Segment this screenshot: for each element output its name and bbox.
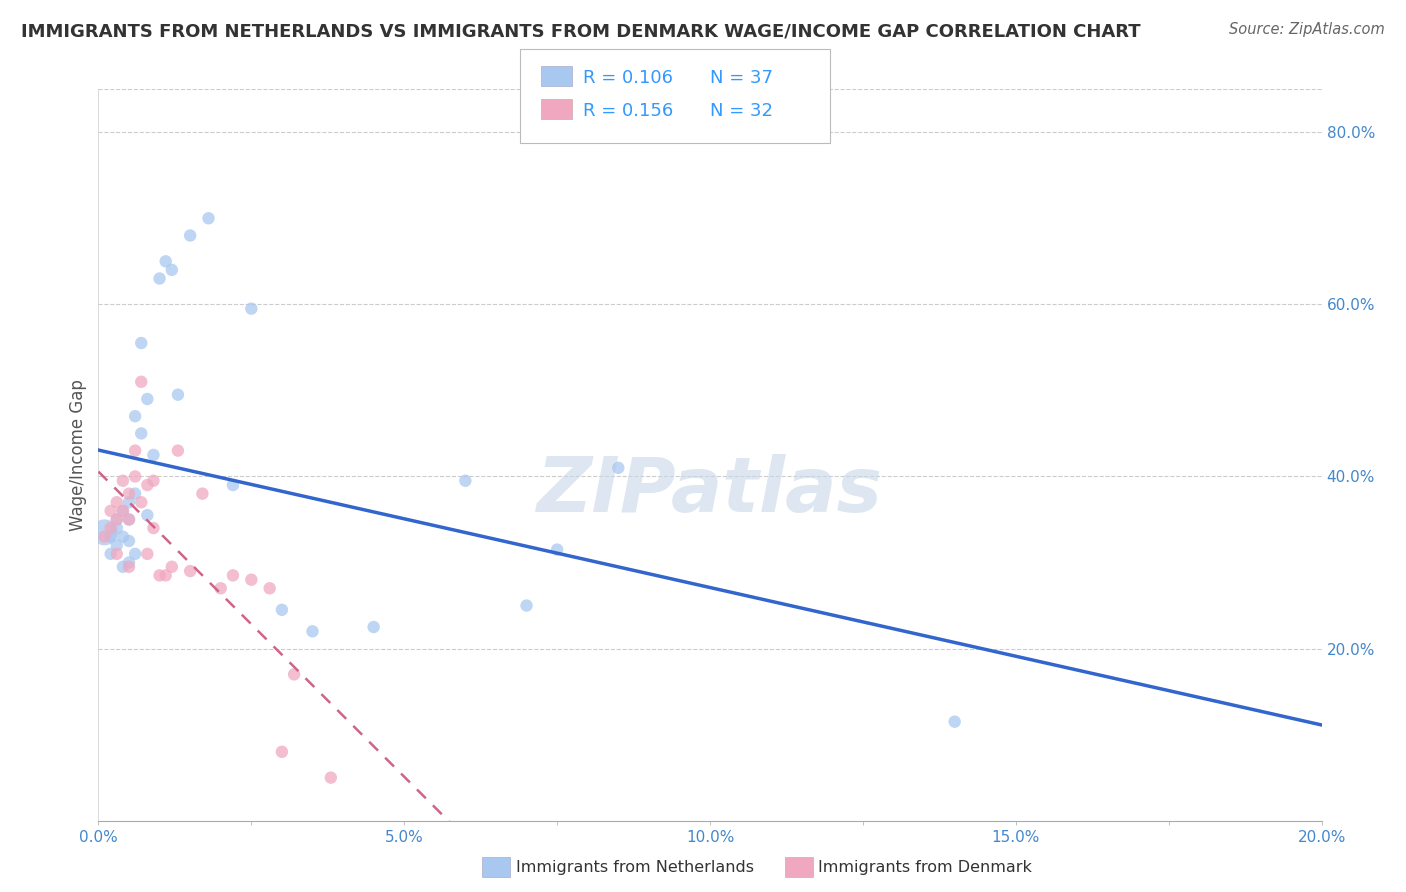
Point xyxy=(118,512,141,526)
Point xyxy=(118,495,141,509)
Point xyxy=(516,599,538,613)
Point xyxy=(155,568,177,582)
Point xyxy=(124,443,146,458)
Point xyxy=(111,474,134,488)
Point xyxy=(136,392,159,406)
Point xyxy=(129,426,152,441)
Point xyxy=(142,448,165,462)
Point xyxy=(111,559,134,574)
Point xyxy=(118,533,141,548)
Point xyxy=(124,547,146,561)
Y-axis label: Wage/Income Gap: Wage/Income Gap xyxy=(69,379,87,531)
Point xyxy=(105,547,128,561)
Point xyxy=(118,556,141,570)
Point xyxy=(191,486,214,500)
Point xyxy=(100,530,122,544)
Point xyxy=(607,460,630,475)
Point xyxy=(105,521,128,535)
Point xyxy=(111,530,134,544)
Point xyxy=(136,478,159,492)
Point xyxy=(124,409,146,424)
Text: Source: ZipAtlas.com: Source: ZipAtlas.com xyxy=(1229,22,1385,37)
Point xyxy=(160,559,183,574)
Point xyxy=(240,573,263,587)
Point xyxy=(93,530,115,544)
Point xyxy=(363,620,385,634)
Point xyxy=(155,254,177,268)
Point xyxy=(93,525,115,540)
Point xyxy=(149,271,172,285)
Point xyxy=(142,521,165,535)
Point xyxy=(100,521,122,535)
Point xyxy=(105,495,128,509)
Text: IMMIGRANTS FROM NETHERLANDS VS IMMIGRANTS FROM DENMARK WAGE/INCOME GAP CORRELATI: IMMIGRANTS FROM NETHERLANDS VS IMMIGRANT… xyxy=(21,22,1140,40)
Point xyxy=(179,228,201,243)
Point xyxy=(319,771,342,785)
Point xyxy=(222,568,245,582)
Point xyxy=(454,474,477,488)
Point xyxy=(111,504,134,518)
Point xyxy=(209,582,232,596)
Point xyxy=(160,263,183,277)
Point xyxy=(118,512,141,526)
Point xyxy=(167,443,190,458)
Point xyxy=(240,301,263,316)
Point xyxy=(222,478,245,492)
Point xyxy=(118,559,141,574)
Point xyxy=(124,469,146,483)
Text: Immigrants from Netherlands: Immigrants from Netherlands xyxy=(516,860,754,874)
Text: N = 32: N = 32 xyxy=(710,103,773,120)
Point xyxy=(118,486,141,500)
Point xyxy=(546,542,568,557)
Point xyxy=(283,667,305,681)
Point xyxy=(179,564,201,578)
Text: N = 37: N = 37 xyxy=(710,70,773,87)
Point xyxy=(142,474,165,488)
Point xyxy=(301,624,323,639)
Point xyxy=(167,387,190,401)
Text: ZIPatlas: ZIPatlas xyxy=(537,455,883,528)
Point xyxy=(111,504,134,518)
Point xyxy=(129,495,152,509)
Point xyxy=(136,508,159,523)
Text: Immigrants from Denmark: Immigrants from Denmark xyxy=(818,860,1032,874)
Point xyxy=(259,582,281,596)
Point xyxy=(105,512,128,526)
Point xyxy=(136,547,159,561)
Point xyxy=(105,512,128,526)
Text: R = 0.156: R = 0.156 xyxy=(583,103,673,120)
Point xyxy=(129,336,152,351)
Point xyxy=(943,714,966,729)
Point xyxy=(197,211,219,226)
Point xyxy=(270,745,292,759)
Point xyxy=(270,603,292,617)
Text: R = 0.106: R = 0.106 xyxy=(583,70,673,87)
Point xyxy=(129,375,152,389)
Point xyxy=(105,538,128,552)
Point xyxy=(149,568,172,582)
Point xyxy=(124,486,146,500)
Point xyxy=(100,547,122,561)
Point xyxy=(100,504,122,518)
